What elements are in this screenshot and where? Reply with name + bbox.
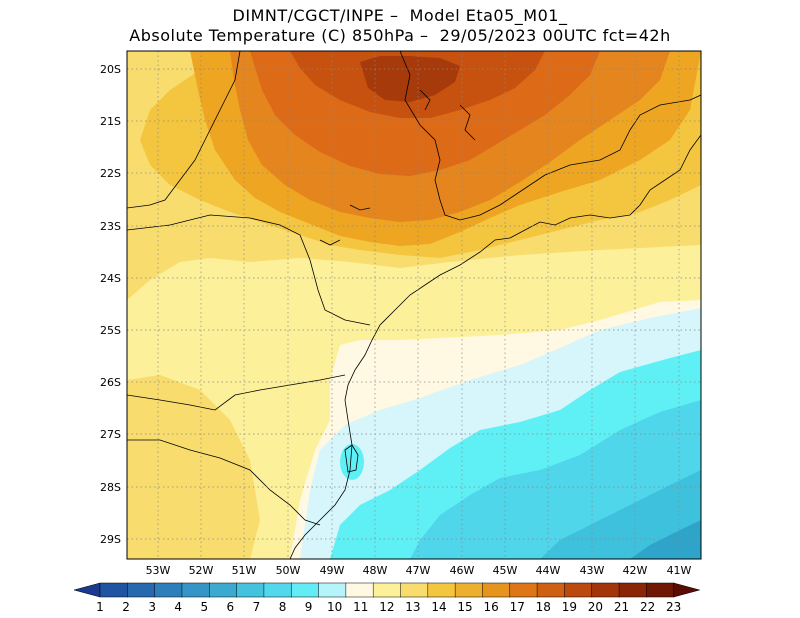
lon-label: 45W: [493, 564, 518, 577]
chart-title-line-1: DIMNT/CGCT/INPE – Model Eta05_M01_: [232, 6, 568, 25]
colorbar-label: 11: [353, 600, 368, 614]
colorbar: 1 2 3 4 5 6 7 8 9 10 11 12 13 14 15 16 17 18 19 20 21 22 23: [73, 582, 701, 614]
colorbar-label: 3: [148, 600, 156, 614]
colorbar-swatch: [99, 582, 129, 598]
colorbar-label: 13: [405, 600, 420, 614]
lon-label: 44W: [536, 564, 561, 577]
colorbar-swatch: [400, 582, 429, 598]
colorbar-label: 2: [122, 600, 130, 614]
colorbar-label: 15: [457, 600, 472, 614]
colorbar-label: 10: [327, 600, 342, 614]
colorbar-swatch: [263, 582, 292, 598]
lat-label: 25S: [100, 324, 121, 337]
colorbar-label: 12: [379, 600, 394, 614]
colorbar-swatch: [345, 582, 374, 598]
colorbar-swatch: [290, 582, 320, 598]
lon-label: 50W: [276, 564, 301, 577]
field-13-west: [127, 245, 701, 559]
colorbar-label: 23: [666, 600, 681, 614]
lon-label: 41W: [667, 564, 692, 577]
colorbar-swatch: [181, 582, 211, 598]
reservoirs: [319, 89, 476, 246]
state-border-sc-pr: [127, 374, 346, 411]
map-frame: [126, 50, 702, 560]
colorbar-swatch: [536, 582, 566, 598]
lon-label: 49W: [320, 564, 345, 577]
graticule: [127, 51, 701, 559]
lon-label: 46W: [450, 564, 475, 577]
colorbar-swatch: [154, 582, 183, 598]
lat-label: 26S: [100, 376, 121, 389]
colorbar-swatch: [646, 582, 675, 598]
colorbar-label: 5: [200, 600, 208, 614]
lat-label: 28S: [100, 481, 121, 494]
chart-title-line-2: Absolute Temperature (C) 850hPa – 29/05/…: [129, 26, 671, 45]
colorbar-label: 7: [253, 600, 261, 614]
lon-label: 52W: [189, 564, 214, 577]
lat-label: 20S: [100, 63, 121, 76]
lon-label: 47W: [406, 564, 431, 577]
colorbar-swatch: [454, 582, 484, 598]
colorbar-swatch: [509, 582, 538, 598]
colorbar-swatch: [127, 582, 156, 598]
colorbar-swatch: [427, 582, 456, 598]
lon-label: 43W: [580, 564, 605, 577]
coastline: [289, 134, 701, 559]
colorbar-label: 22: [640, 600, 655, 614]
lat-label: 29S: [100, 533, 121, 546]
lon-label: 48W: [363, 564, 388, 577]
lat-label: 24S: [100, 272, 121, 285]
colorbar-max-arrow: [673, 582, 701, 598]
colorbar-label: 9: [305, 600, 313, 614]
colorbar-label: 6: [227, 600, 235, 614]
colorbar-swatch: [564, 582, 593, 598]
colorbar-swatch: [318, 582, 347, 598]
lat-label: 22S: [100, 167, 121, 180]
colorbar-label: 20: [588, 600, 603, 614]
lat-label: 23S: [100, 220, 121, 233]
colorbar-swatch: [591, 582, 620, 598]
colorbar-label: 18: [536, 600, 551, 614]
field-6: [630, 520, 701, 559]
colorbar-label: 17: [510, 600, 525, 614]
colorbar-label: 1: [96, 600, 104, 614]
longitude-labels: 53W 52W 51W 50W 49W 48W 47W 46W 45W 44W …: [146, 564, 692, 577]
colorbar-min-arrow: [73, 582, 101, 598]
colorbar-label: 16: [484, 600, 499, 614]
lon-label: 42W: [623, 564, 648, 577]
colorbar-label: 8: [279, 600, 287, 614]
field-9-blob: [340, 444, 364, 480]
field-20: [360, 56, 460, 102]
colorbar-swatch: [482, 582, 511, 598]
lat-label: 27S: [100, 428, 121, 441]
field-7: [540, 470, 701, 559]
field-14-island: [127, 375, 260, 559]
colorbar-swatch: [372, 582, 402, 598]
colorbar-swatch: [618, 582, 648, 598]
colorbar-swatch: [209, 582, 238, 598]
colorbar-label: 4: [174, 600, 182, 614]
lat-label: 21S: [100, 115, 121, 128]
state-border-rs-sc: [127, 439, 321, 526]
state-border-sp-mg: [399, 51, 701, 221]
colorbar-label: 21: [614, 600, 629, 614]
temperature-field: [127, 51, 701, 559]
colorbar-swatch: [236, 582, 265, 598]
lon-label: 51W: [232, 564, 257, 577]
state-border-north: [127, 51, 241, 209]
lon-label: 53W: [146, 564, 171, 577]
coastal-island: [344, 444, 359, 473]
colorbar-label: 19: [562, 600, 577, 614]
colorbar-label: 14: [431, 600, 446, 614]
latitude-labels: 20S 21S 22S 23S 24S 25S 26S 27S 28S 29S: [100, 63, 121, 546]
